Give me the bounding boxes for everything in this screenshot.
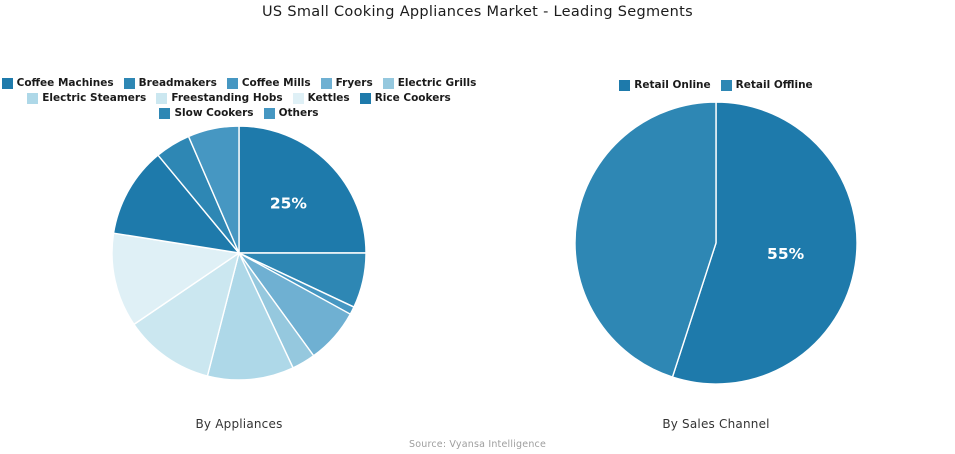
pie-slice-others[interactable] — [187, 125, 240, 254]
legend-row: Coffee Machines Breadmakers Coffee Mills Fr… — [1, 76, 477, 90]
legend-swatch-icon — [359, 92, 371, 104]
legend-appliances: Coffee Machines Breadmakers Coffee Mills Fr… — [1, 76, 476, 120]
slice-value-label-retail-online: 55% — [767, 245, 805, 263]
legend-item-slow-cookers[interactable]: Slow Cookers — [159, 106, 254, 120]
legend-item-kettles[interactable]: Kettles — [292, 91, 350, 105]
legend-label: Electric Grills — [397, 77, 477, 89]
legend-swatch-icon — [27, 92, 39, 104]
legend-item-coffee-mills[interactable]: Coffee Mills — [226, 76, 311, 90]
source-attribution: Source: Vyansa Intelligence — [408, 439, 547, 450]
legend-swatch-icon — [619, 79, 631, 91]
chart-caption-sales-channel: By Sales Channel — [662, 417, 770, 431]
pie-slice-retail-online[interactable] — [671, 101, 858, 385]
legend-swatch-icon — [123, 77, 135, 89]
pie-chart-appliances: 25% — [111, 125, 367, 381]
legend-item-electric-grills[interactable]: Electric Grills — [382, 76, 477, 90]
legend-row: Electric Steamers Freestanding Hobs Kettle… — [27, 91, 451, 105]
legend-label: Freestanding Hobs — [171, 92, 283, 104]
legend-label: Slow Cookers — [174, 107, 254, 119]
legend-swatch-icon — [320, 77, 332, 89]
legend-row: Retail Online Retail Offline — [619, 78, 813, 92]
page-title: US Small Cooking Appliances Market - Lea… — [262, 4, 693, 20]
legend-label: Kettles — [307, 92, 350, 104]
pie-slice-rice-cookers[interactable] — [112, 154, 240, 254]
pie-slice-electric-steamers[interactable] — [206, 252, 294, 381]
legend-sales-channel: Retail Online Retail Offline — [566, 78, 866, 92]
slice-value-label-coffee-machines: 25% — [270, 195, 308, 213]
pie-chart-sales-channel: 55% — [574, 101, 858, 385]
legend-item-others[interactable]: Others — [263, 106, 319, 120]
legend-item-retail-online[interactable]: Retail Online — [619, 78, 711, 92]
legend-item-electric-steamers[interactable]: Electric Steamers — [27, 91, 146, 105]
chart-caption-appliances: By Appliances — [195, 417, 283, 431]
legend-label: Breadmakers — [138, 77, 217, 89]
legend-label: Fryers — [335, 77, 373, 89]
legend-item-retail-offline[interactable]: Retail Offline — [720, 78, 813, 92]
legend-swatch-icon — [720, 79, 732, 91]
pie-slice-freestanding-hobs[interactable] — [133, 252, 240, 377]
legend-label: Coffee Machines — [16, 77, 114, 89]
legend-row: Slow Cookers Others — [159, 106, 319, 120]
legend-swatch-icon — [382, 77, 394, 89]
legend-label: Electric Steamers — [42, 92, 147, 104]
legend-label: Retail Offline — [735, 79, 813, 91]
legend-swatch-icon — [226, 77, 238, 89]
pie-slice-retail-offline[interactable] — [574, 101, 717, 378]
legend-item-coffee-machines[interactable]: Coffee Machines — [1, 76, 114, 90]
legend-item-freestanding-hobs[interactable]: Freestanding Hobs — [156, 91, 283, 105]
legend-swatch-icon — [1, 77, 13, 89]
legend-swatch-icon — [156, 92, 168, 104]
legend-label: Others — [278, 107, 319, 119]
pie-slice-kettles[interactable] — [111, 232, 240, 326]
legend-item-rice-cookers[interactable]: Rice Cookers — [359, 91, 451, 105]
legend-item-fryers[interactable]: Fryers — [320, 76, 373, 90]
legend-label: Retail Online — [634, 79, 711, 91]
legend-label: Coffee Mills — [241, 77, 311, 89]
legend-swatch-icon — [159, 107, 171, 119]
pie-slice-coffee-machines[interactable] — [238, 125, 367, 254]
legend-label: Rice Cookers — [374, 92, 451, 104]
legend-item-breadmakers[interactable]: Breadmakers — [123, 76, 217, 90]
legend-swatch-icon — [263, 107, 275, 119]
legend-swatch-icon — [292, 92, 304, 104]
